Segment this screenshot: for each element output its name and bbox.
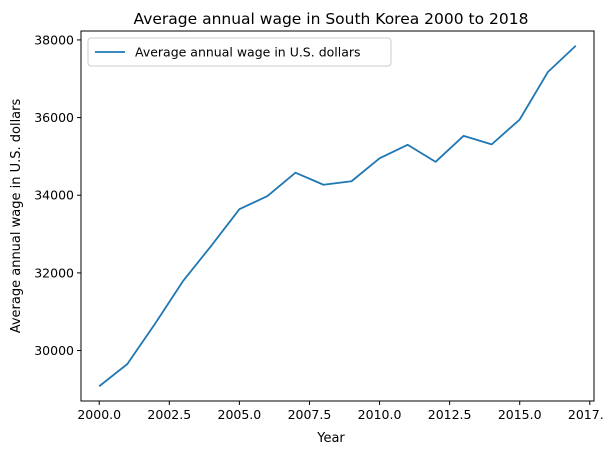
x-tick-label: 2002.5 [147,407,191,422]
chart-title: Average annual wage in South Korea 2000 … [134,10,529,28]
x-axis: 2000.0 2002.5 2005.0 2007.5 2010.0 2012.5 2015… [77,401,603,422]
plot-area [80,30,595,402]
legend-label: Average annual wage in U.S. dollars [135,45,361,60]
x-tick-label: 2007.5 [288,407,332,422]
y-tick-label: 32000 [34,265,74,280]
x-tick-label: 2015.0 [498,407,542,422]
y-axis: 30000 32000 34000 36000 38000 [34,32,81,358]
x-tick-label: 2000.0 [77,407,121,422]
plot-frame [80,30,595,402]
y-axis-label: Average annual wage in U.S. dollars [9,99,24,334]
series-line [98,45,577,387]
x-tick-label: 2005.0 [218,407,262,422]
series-group [98,45,577,387]
x-tick-label: 2010.0 [358,407,402,422]
legend: Average annual wage in U.S. dollars [87,37,392,67]
x-tick-label: 2017.5 [568,407,603,422]
y-tick-label: 36000 [34,110,74,125]
legend-box [87,37,392,67]
y-tick-label: 38000 [34,32,74,47]
x-tick-label: 2012.5 [428,407,472,422]
x-axis-label: Year [316,431,345,446]
y-tick-label: 34000 [34,188,74,203]
y-tick-label: 30000 [34,343,74,358]
